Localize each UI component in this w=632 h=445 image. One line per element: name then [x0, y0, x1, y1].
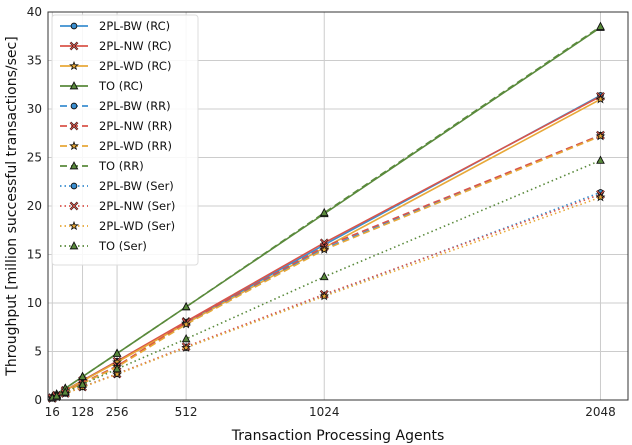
- data-point: [319, 244, 330, 254]
- y-tick-label: 20: [27, 199, 42, 213]
- data-point: [319, 291, 330, 301]
- legend-marker: [69, 60, 79, 71]
- x-axis-label: Transaction Processing Agents: [231, 428, 444, 444]
- legend-item: TO (RC): [60, 79, 143, 93]
- legend-item: TO (RR): [60, 159, 144, 173]
- x-tick-label: 128: [71, 405, 94, 419]
- data-point: [181, 319, 192, 329]
- plot-frame: [47, 11, 629, 401]
- legend-marker: [70, 102, 78, 110]
- legend-label: 2PL-BW (Ser): [99, 179, 174, 193]
- legend-label: TO (RR): [98, 159, 144, 173]
- data-point: [596, 21, 605, 30]
- legend-item: 2PL-BW (RC): [60, 19, 170, 33]
- y-tick-label: 5: [34, 345, 42, 359]
- x-tick-label: 1024: [309, 405, 340, 419]
- data-point: [595, 192, 606, 202]
- y-axis-label: Throughput [million successful transacti…: [4, 36, 20, 376]
- legend-label: 2PL-NW (RC): [99, 39, 172, 53]
- legend-marker: [69, 220, 79, 231]
- y-tick-label: 10: [27, 296, 42, 310]
- legend-marker: [69, 161, 79, 170]
- legend-label: 2PL-NW (RR): [99, 119, 172, 133]
- y-tick-label: 30: [27, 102, 42, 116]
- series-TO (Ser): [47, 155, 605, 402]
- ticks: 16 128 256 512 1024 2048 0 5 10 15 20 25 30 35 40: [27, 5, 616, 419]
- data-point: [181, 301, 191, 311]
- x-tick-label: 512: [175, 405, 198, 419]
- legend-label: 2PL-BW (RC): [99, 19, 170, 33]
- legend-item: TO (Ser): [60, 239, 147, 253]
- axes: [47, 11, 629, 401]
- data-point: [319, 207, 329, 217]
- y-tick-label: 40: [27, 5, 42, 19]
- data-point: [319, 271, 329, 281]
- legend-marker: [70, 22, 78, 30]
- y-tick-label: 25: [27, 151, 42, 165]
- data-point: [60, 387, 70, 396]
- legend-item: 2PL-BW (Ser): [60, 179, 174, 193]
- legend-box: [51, 14, 199, 266]
- legend-label: 2PL-BW (RR): [99, 99, 171, 113]
- data-point: [112, 369, 122, 379]
- legend-label: 2PL-WD (RC): [99, 59, 171, 73]
- legend-item: 2PL-WD (Ser): [60, 219, 175, 233]
- x-tick-label: 16: [45, 405, 60, 419]
- legend-marker: [69, 81, 79, 90]
- data-point: [181, 333, 191, 343]
- data-point: [595, 94, 606, 104]
- legend-item: 2PL-NW (RC): [60, 39, 172, 53]
- legend-item: 2PL-WD (RR): [60, 139, 172, 153]
- legend-item: 2PL-WD (RC): [60, 59, 171, 73]
- legend-marker: [70, 182, 78, 190]
- legend-label: TO (RC): [98, 79, 143, 93]
- legend-item: 2PL-BW (RR): [60, 99, 171, 113]
- legend-label: TO (Ser): [98, 239, 147, 253]
- series-line: [52, 196, 601, 400]
- data-point: [78, 379, 87, 388]
- y-tick-label: 15: [27, 248, 42, 262]
- series-layer: [47, 21, 606, 403]
- legend-marker: [69, 121, 79, 131]
- x-tick-label: 256: [106, 405, 129, 419]
- data-point: [52, 391, 61, 400]
- legend-item: 2PL-NW (Ser): [60, 199, 175, 213]
- legend-marker: [69, 41, 79, 51]
- y-tick-label: 0: [34, 393, 42, 407]
- legend-item: 2PL-NW (RR): [60, 119, 172, 133]
- legend-marker: [69, 140, 79, 151]
- legend-marker: [69, 201, 79, 211]
- data-point: [181, 342, 192, 352]
- legend-marker: [69, 241, 79, 250]
- data-point: [112, 364, 122, 373]
- data-point: [596, 155, 605, 164]
- data-point: [112, 348, 122, 357]
- x-tick-label: 2048: [585, 405, 616, 419]
- legend: 2PL-BW (RC) 2PL-NW (RC) 2PL-WD (RC) TO (RC)…: [51, 14, 199, 266]
- legend-label: 2PL-WD (Ser): [99, 219, 175, 233]
- legend-label: 2PL-WD (RR): [99, 139, 172, 153]
- data-point: [595, 131, 606, 141]
- legend-label: 2PL-NW (Ser): [99, 199, 175, 213]
- y-tick-label: 35: [27, 54, 42, 68]
